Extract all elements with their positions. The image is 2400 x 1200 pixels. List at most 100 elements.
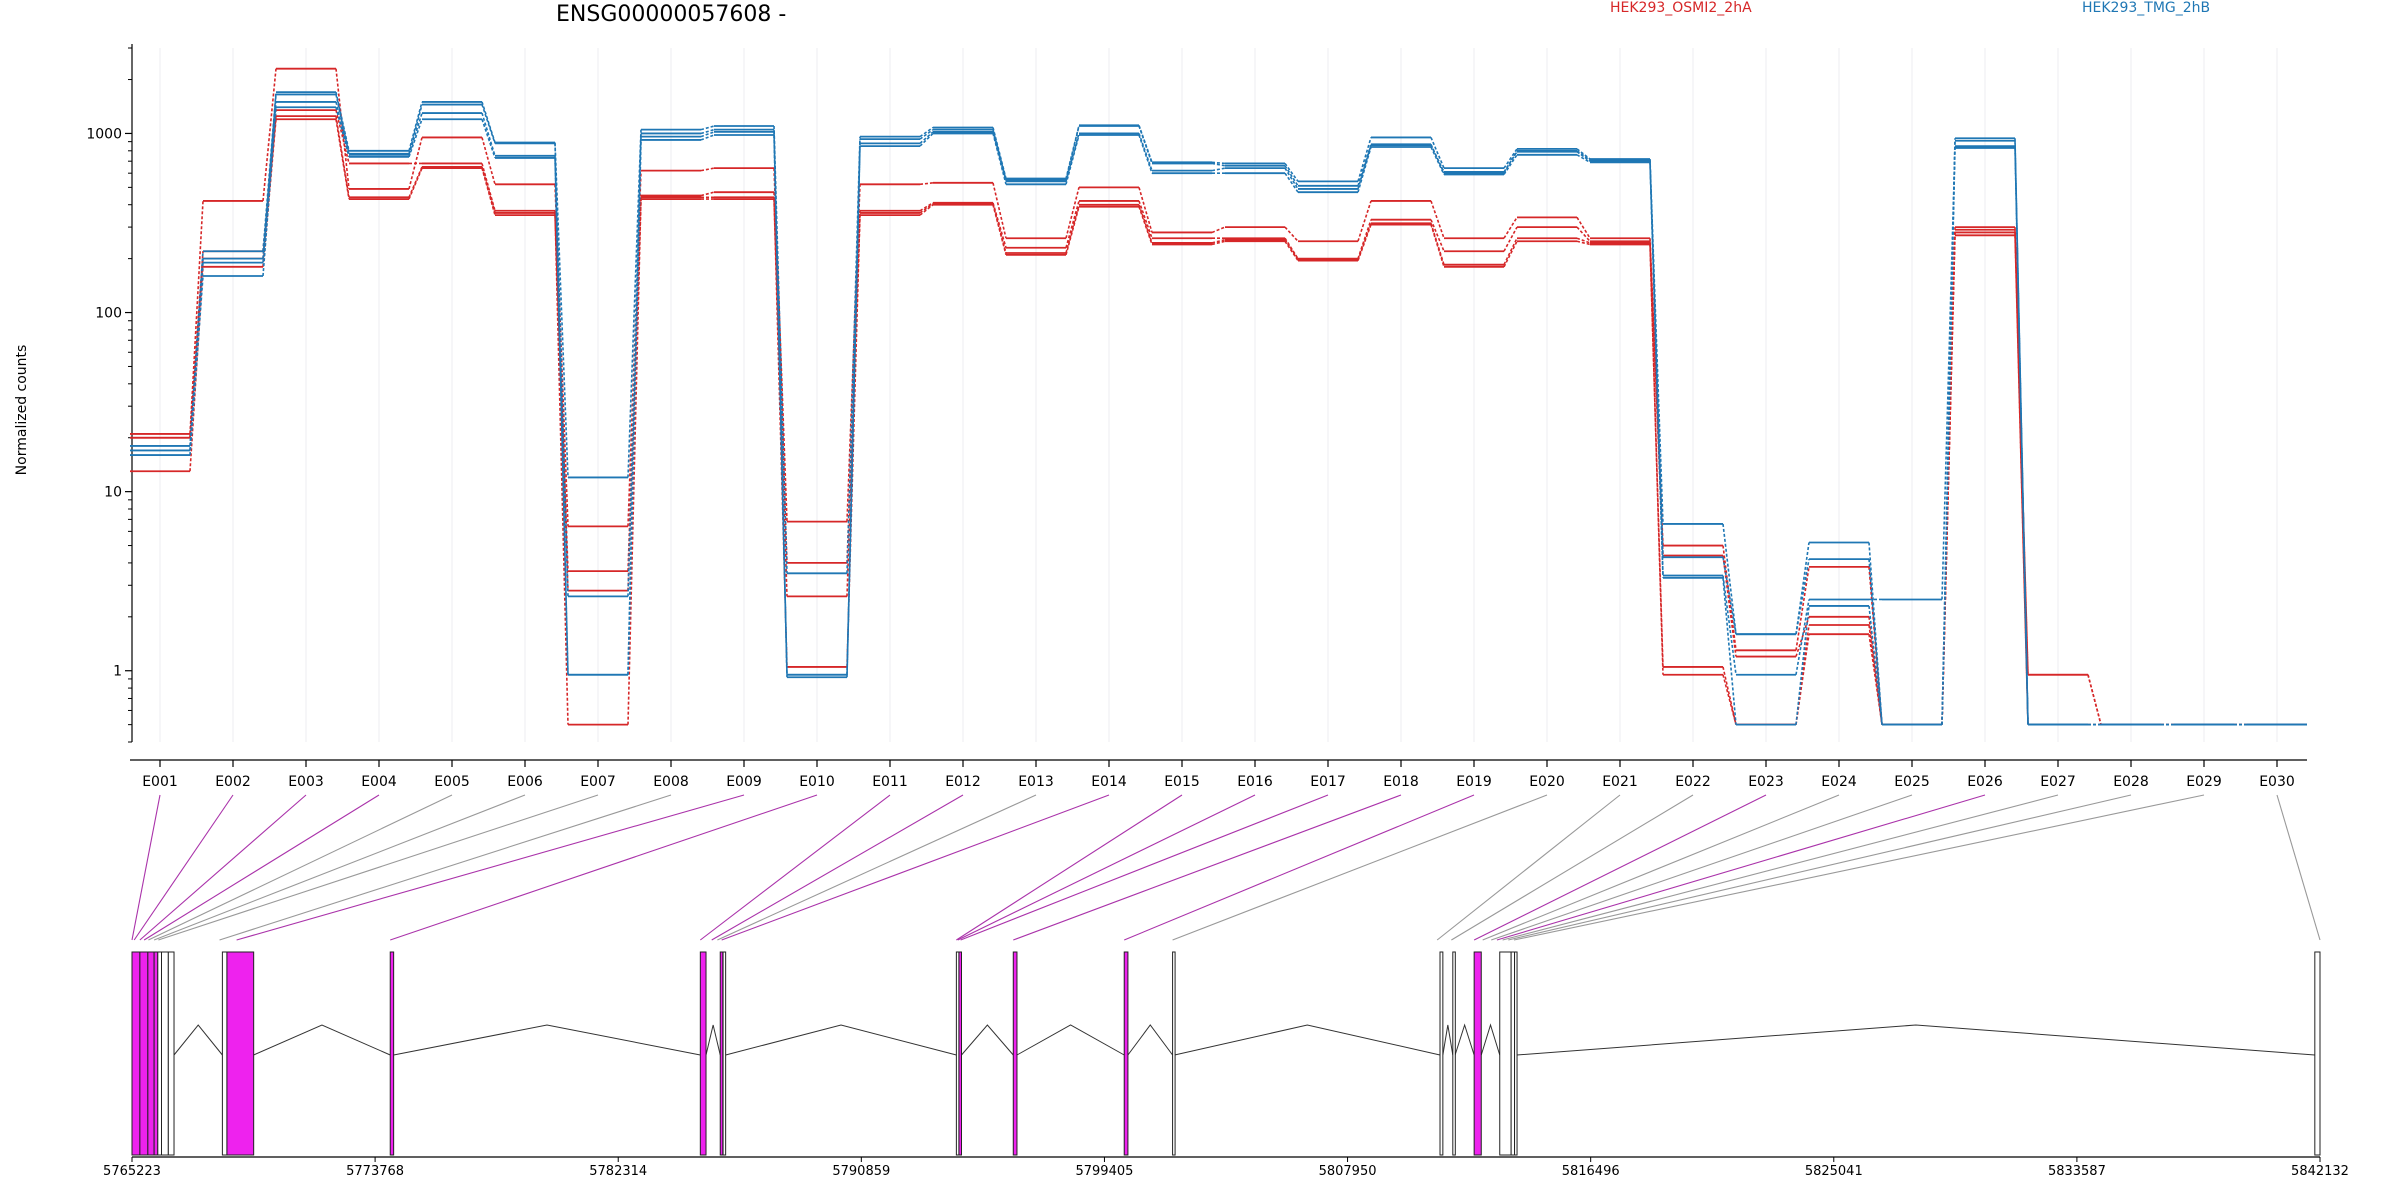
series-connector: [481, 137, 496, 185]
series-connector: [1138, 187, 1153, 233]
series-connector: [919, 203, 934, 214]
series-connector: [481, 104, 496, 144]
series-connector: [773, 199, 788, 597]
x-tick-label: E005: [434, 774, 470, 790]
exon-box-E003: [147, 951, 155, 1156]
exon-box-E004: [153, 951, 159, 1156]
x-tick-label: E008: [653, 774, 689, 790]
series-connector: [335, 107, 350, 158]
x-axis: E001 E002 E003 E004 E005 E006 E007 E008 E009 E010…: [130, 759, 2307, 790]
x-tick-label: E019: [1456, 774, 1492, 790]
series-connector: [335, 94, 350, 154]
exon-box-E007: [167, 951, 175, 1156]
exon-box-E009: [226, 951, 255, 1156]
series-connector: [700, 128, 715, 135]
exon-box-E023: [1510, 951, 1516, 1156]
series-connector: [773, 135, 788, 678]
series-connector: [1138, 204, 1153, 244]
x-tick-label: E015: [1164, 774, 1200, 790]
series-connector: [1503, 216, 1518, 239]
x-tick-label: E018: [1383, 774, 1419, 790]
series-connector: [481, 166, 496, 214]
series-connector: [919, 204, 934, 216]
series-connector: [846, 136, 861, 574]
series-connector: [919, 126, 934, 138]
series-connector: [408, 119, 423, 158]
x-tick-label: E030: [2259, 774, 2295, 790]
x-tick-label: E021: [1602, 774, 1638, 790]
series-connector: [1138, 125, 1153, 164]
series-connector: [919, 132, 934, 147]
exon-link-E002: [133, 794, 234, 941]
exon-box-E013: [722, 951, 727, 1156]
series-connector: [262, 68, 277, 202]
series-connector: [773, 131, 788, 675]
series-connector: [1941, 146, 1956, 600]
series-connector: [2087, 674, 2102, 725]
exon-box-E018: [1172, 951, 1176, 1156]
exon-box-E006: [161, 951, 169, 1156]
coordinate-tick-label: 5765223: [103, 1164, 161, 1179]
coordinate-tick-label: 5773768: [346, 1164, 404, 1179]
series-connector: [1576, 240, 1591, 246]
intron-connector: [1516, 1024, 2315, 1056]
series-connector: [1795, 566, 1810, 651]
series-connector: [1211, 240, 1226, 246]
series-connector: [1065, 204, 1080, 254]
exon-box-E016: [1012, 951, 1018, 1156]
series-connector: [408, 112, 423, 156]
x-tick-label: E010: [799, 774, 835, 790]
exon-box-E012: [719, 951, 724, 1156]
intron-connector: [1016, 1024, 1125, 1056]
intron-connector: [1442, 1024, 1454, 1056]
series-connector: [1065, 206, 1080, 256]
series-connector: [1357, 200, 1372, 242]
exon-link-E005: [148, 794, 453, 941]
series-connector: [335, 109, 350, 164]
gene-model: [131, 951, 2321, 1156]
series-connector: [1503, 240, 1518, 268]
series-connector: [1357, 146, 1372, 193]
series-connector: [1430, 223, 1445, 265]
exon-link-E014: [721, 794, 1110, 941]
series-connector: [1430, 219, 1445, 252]
exon-box-E001: [131, 951, 141, 1156]
exon-link-E004: [143, 794, 380, 941]
series-connector: [481, 101, 496, 143]
x-tick-label: E025: [1894, 774, 1930, 790]
series-connector: [262, 101, 277, 263]
series-connector: [1795, 599, 1810, 675]
intron-connector: [1174, 1024, 1441, 1056]
series-connector: [700, 134, 715, 141]
series-connector: [1722, 577, 1737, 725]
series-connector: [1503, 148, 1518, 169]
series-osmi-1: [130, 109, 2307, 726]
series-connector: [1868, 624, 1883, 725]
exon-box-E005: [157, 951, 163, 1156]
series-connector: [1503, 237, 1518, 266]
grid-layer: [159, 48, 2278, 742]
exon-box-E019: [1439, 951, 1444, 1156]
intron-connector: [1480, 1023, 1501, 1056]
series-connector: [1284, 226, 1299, 242]
exon-link-E008: [219, 794, 672, 941]
series-connector: [919, 131, 934, 144]
x-tick-label: E009: [726, 774, 762, 790]
series-connector: [700, 131, 715, 138]
exon-link-E016: [957, 794, 1256, 941]
series-connector: [1211, 226, 1226, 234]
series-connector: [1503, 226, 1518, 252]
coordinate-tick-label: 5816496: [1562, 1164, 1620, 1179]
series-connector: [992, 133, 1007, 185]
coordinate-tick-label: 5782314: [589, 1164, 647, 1179]
series-connector: [1503, 151, 1518, 173]
coordinate-tick-label: 5807950: [1319, 1164, 1377, 1179]
series-connector: [1576, 154, 1591, 164]
exon-link-E015: [956, 794, 1183, 941]
intron-connector: [725, 1024, 957, 1056]
series-connector: [627, 197, 642, 725]
series-connector: [1722, 523, 1737, 635]
series-connector: [1576, 148, 1591, 160]
